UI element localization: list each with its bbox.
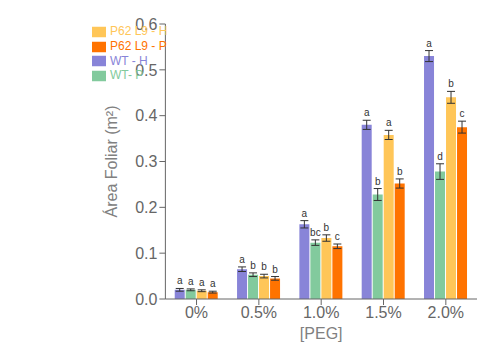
svg-text:1.5%: 1.5% (365, 304, 401, 321)
svg-text:b: b (261, 261, 267, 272)
svg-text:0.4: 0.4 (135, 107, 157, 124)
svg-text:1.0%: 1.0% (303, 304, 339, 321)
svg-text:c: c (335, 231, 340, 242)
svg-text:0.6: 0.6 (135, 16, 157, 33)
svg-text:a: a (188, 276, 194, 287)
svg-text:b: b (375, 176, 381, 187)
svg-text:d: d (437, 151, 443, 162)
svg-text:bc: bc (310, 227, 321, 238)
svg-text:b: b (250, 260, 256, 271)
svg-text:c: c (460, 108, 465, 119)
svg-text:b: b (397, 166, 403, 177)
svg-text:Área Foliar (m²): Área Foliar (m²) (102, 105, 120, 217)
svg-text:[PEG]: [PEG] (300, 325, 343, 342)
svg-text:a: a (426, 38, 432, 49)
svg-text:a: a (177, 275, 183, 286)
svg-text:b: b (324, 222, 330, 233)
svg-text:0.0: 0.0 (135, 291, 157, 308)
svg-text:0.2: 0.2 (135, 199, 157, 216)
svg-text:0.1: 0.1 (135, 245, 157, 262)
svg-text:a: a (210, 278, 216, 289)
svg-text:a: a (386, 117, 392, 128)
svg-text:0.3: 0.3 (135, 153, 157, 170)
svg-text:a: a (302, 208, 308, 219)
svg-text:b: b (448, 78, 454, 89)
svg-text:2.0%: 2.0% (428, 304, 464, 321)
svg-text:a: a (199, 277, 205, 288)
svg-text:0%: 0% (185, 304, 208, 321)
svg-text:0.5: 0.5 (135, 62, 157, 79)
svg-text:a: a (364, 107, 370, 118)
svg-text:0.5%: 0.5% (241, 304, 277, 321)
svg-text:a: a (239, 254, 245, 265)
svg-text:b: b (272, 264, 278, 275)
